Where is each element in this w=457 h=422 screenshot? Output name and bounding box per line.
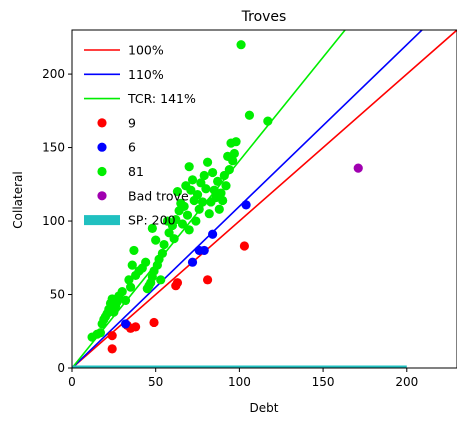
y-tick-label-3: 150 — [42, 141, 65, 155]
x-axis-label: Debt — [250, 401, 279, 415]
legend-swatch-5 — [97, 167, 106, 176]
x-tick-label-1: 50 — [148, 375, 163, 389]
x-tick-label-2: 100 — [228, 375, 251, 389]
legend-swatch-3 — [97, 118, 106, 127]
y-axis-label: Collateral — [11, 171, 25, 228]
point-series2-53 — [191, 216, 200, 225]
point-series2-61 — [205, 209, 214, 218]
point-series2-23 — [141, 258, 150, 267]
point-series0-7 — [173, 278, 182, 287]
legend-label-3: 9 — [128, 115, 136, 130]
point-series2-77 — [231, 137, 240, 146]
point-series2-48 — [185, 225, 194, 234]
point-series0-1 — [108, 331, 117, 340]
point-series2-63 — [208, 168, 217, 177]
point-series2-67 — [215, 205, 224, 214]
legend-label-2: TCR: 141% — [127, 91, 196, 106]
legend-swatch-6 — [97, 191, 106, 200]
point-series2-2 — [96, 328, 105, 337]
point-series0-8 — [203, 275, 212, 284]
point-series2-34 — [158, 249, 167, 258]
point-series2-49 — [185, 162, 194, 171]
legend-swatch-4 — [97, 143, 106, 152]
point-series0-0 — [108, 344, 117, 353]
y-tick-label-1: 50 — [50, 288, 65, 302]
point-series2-19 — [129, 246, 138, 255]
point-series2-60 — [203, 158, 212, 167]
legend-label-7: SP: 200 — [128, 213, 176, 228]
point-series2-80 — [263, 117, 272, 126]
legend: 100% 110% TCR: 141% 9 6 81 Bad trove SP: 200 — [84, 43, 196, 228]
point-series2-33 — [156, 275, 165, 284]
y-tick-label-0: 0 — [57, 361, 65, 375]
point-series2-57 — [198, 197, 207, 206]
x-tick-label-0: 0 — [68, 375, 76, 389]
point-series2-35 — [159, 240, 168, 249]
y-axis: 0 50 100 150 200 — [42, 67, 72, 375]
point-series2-47 — [183, 211, 192, 220]
point-series2-69 — [218, 196, 227, 205]
point-series2-78 — [236, 40, 245, 49]
legend-label-0: 100% — [128, 43, 164, 58]
point-series2-30 — [151, 236, 160, 245]
point-series1-4 — [208, 230, 217, 239]
point-series2-39 — [170, 234, 179, 243]
chart-title: Troves — [241, 9, 287, 25]
x-tick-label-3: 150 — [312, 375, 335, 389]
point-series0-5 — [149, 318, 158, 327]
point-series2-73 — [225, 165, 234, 174]
point-series3-0 — [354, 164, 363, 173]
point-series1-0 — [121, 319, 130, 328]
point-series2-76 — [230, 149, 239, 158]
legend-swatch-7 — [84, 215, 120, 225]
x-tick-label-4: 200 — [395, 375, 418, 389]
point-series2-14 — [118, 287, 127, 296]
point-series2-71 — [221, 181, 230, 190]
point-series1-1 — [188, 258, 197, 267]
y-tick-label-4: 200 — [42, 67, 65, 81]
point-series2-59 — [201, 184, 210, 193]
point-series0-4 — [131, 322, 140, 331]
legend-label-5: 81 — [128, 164, 144, 179]
point-series2-58 — [200, 171, 209, 180]
x-axis: 0 50 100 150 200 — [68, 368, 418, 389]
point-series2-15 — [121, 296, 130, 305]
point-series1-3 — [200, 246, 209, 255]
point-series2-51 — [188, 175, 197, 184]
legend-label-6: Bad trove — [128, 188, 189, 203]
point-series1-5 — [241, 200, 250, 209]
legend-label-4: 6 — [128, 140, 136, 155]
y-tick-label-2: 100 — [42, 214, 65, 228]
point-series2-79 — [245, 111, 254, 120]
legend-label-1: 110% — [128, 67, 164, 82]
point-series0-9 — [240, 241, 249, 250]
point-series2-17 — [126, 283, 135, 292]
